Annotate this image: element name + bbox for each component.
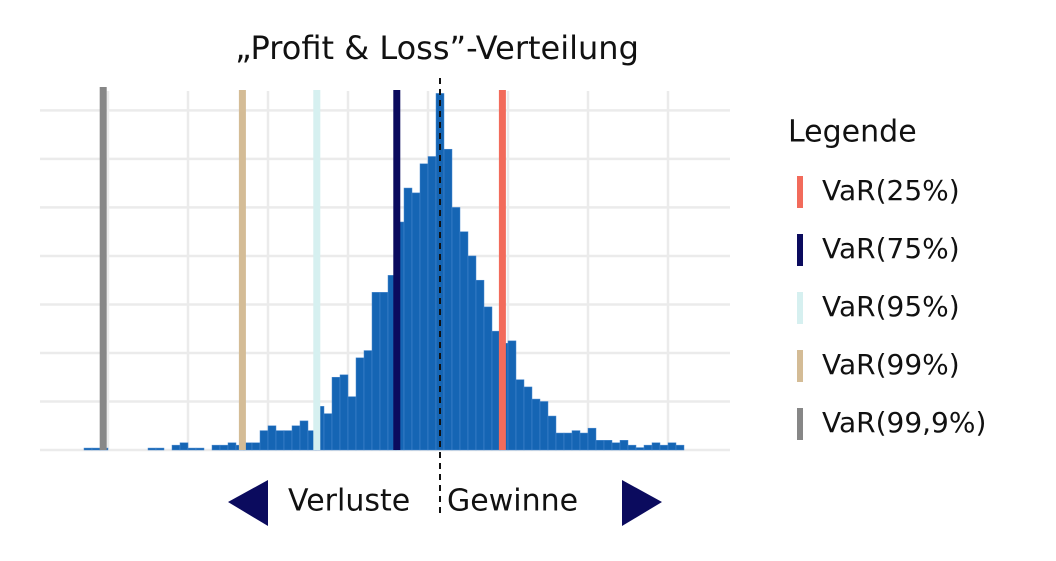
bar: [587, 427, 597, 451]
bar: [515, 379, 525, 451]
bar: [227, 442, 237, 451]
bar: [291, 425, 301, 451]
gain-label: Gewinne: [447, 484, 578, 519]
legend-swatch: [797, 350, 803, 382]
bar: [427, 156, 437, 451]
bar: [667, 442, 677, 451]
bar: [611, 442, 621, 451]
bar: [571, 430, 581, 451]
bar: [331, 376, 341, 451]
bar: [147, 447, 157, 451]
bar: [83, 447, 93, 451]
bar: [211, 444, 221, 451]
bar: [187, 447, 197, 451]
bar: [363, 350, 373, 451]
bar: [619, 440, 629, 451]
bar: [563, 432, 573, 451]
legend-swatch: [797, 176, 803, 208]
bar: [475, 279, 485, 451]
bar: [643, 444, 653, 451]
bar: [419, 163, 429, 451]
legend-label: VaR(95%): [822, 290, 960, 323]
legend-label: VaR(75%): [822, 232, 960, 265]
legend-swatch: [797, 292, 803, 324]
bar: [467, 255, 477, 451]
legend-label: VaR(25%): [822, 174, 960, 207]
bar: [603, 440, 613, 451]
bar: [411, 192, 421, 451]
bar: [651, 442, 661, 451]
bar: [627, 444, 637, 451]
right-arrow: [622, 480, 662, 526]
bar: [523, 386, 533, 451]
loss-label: Verluste: [288, 484, 410, 519]
bar: [155, 447, 165, 451]
legend-title: Legende: [788, 115, 917, 150]
bar: [355, 357, 365, 451]
bar: [371, 292, 381, 451]
bar: [323, 413, 333, 451]
bar: [299, 420, 309, 451]
bar: [251, 442, 261, 451]
bar: [179, 442, 189, 451]
bar: [259, 430, 269, 451]
legend-swatch: [797, 408, 803, 440]
bar: [379, 292, 389, 451]
bar: [339, 374, 349, 451]
bar: [171, 444, 181, 451]
bar: [267, 425, 277, 451]
bar: [91, 447, 101, 451]
bar: [659, 444, 669, 451]
left-arrow: [228, 480, 268, 526]
bar: [539, 401, 549, 451]
bar: [283, 430, 293, 451]
bar: [507, 340, 517, 451]
legend-label: VaR(99%): [822, 348, 960, 381]
bar: [555, 432, 565, 451]
bar: [531, 398, 541, 451]
bar: [347, 396, 357, 451]
bar: [403, 187, 413, 451]
bar: [635, 447, 645, 451]
bar: [459, 231, 469, 451]
bar: [219, 444, 229, 451]
bar: [195, 447, 205, 451]
bar: [451, 207, 461, 451]
bar: [275, 430, 285, 451]
bar: [483, 306, 493, 451]
bar: [443, 148, 453, 451]
bar: [595, 440, 605, 451]
bar: [491, 330, 501, 451]
legend-swatch: [797, 234, 803, 266]
chart-title: „Profit & Loss”-Verteilung: [235, 29, 639, 67]
bar: [579, 432, 589, 451]
bar: [547, 415, 557, 451]
bar: [675, 444, 685, 451]
legend-label: VaR(99,9%): [822, 406, 986, 439]
